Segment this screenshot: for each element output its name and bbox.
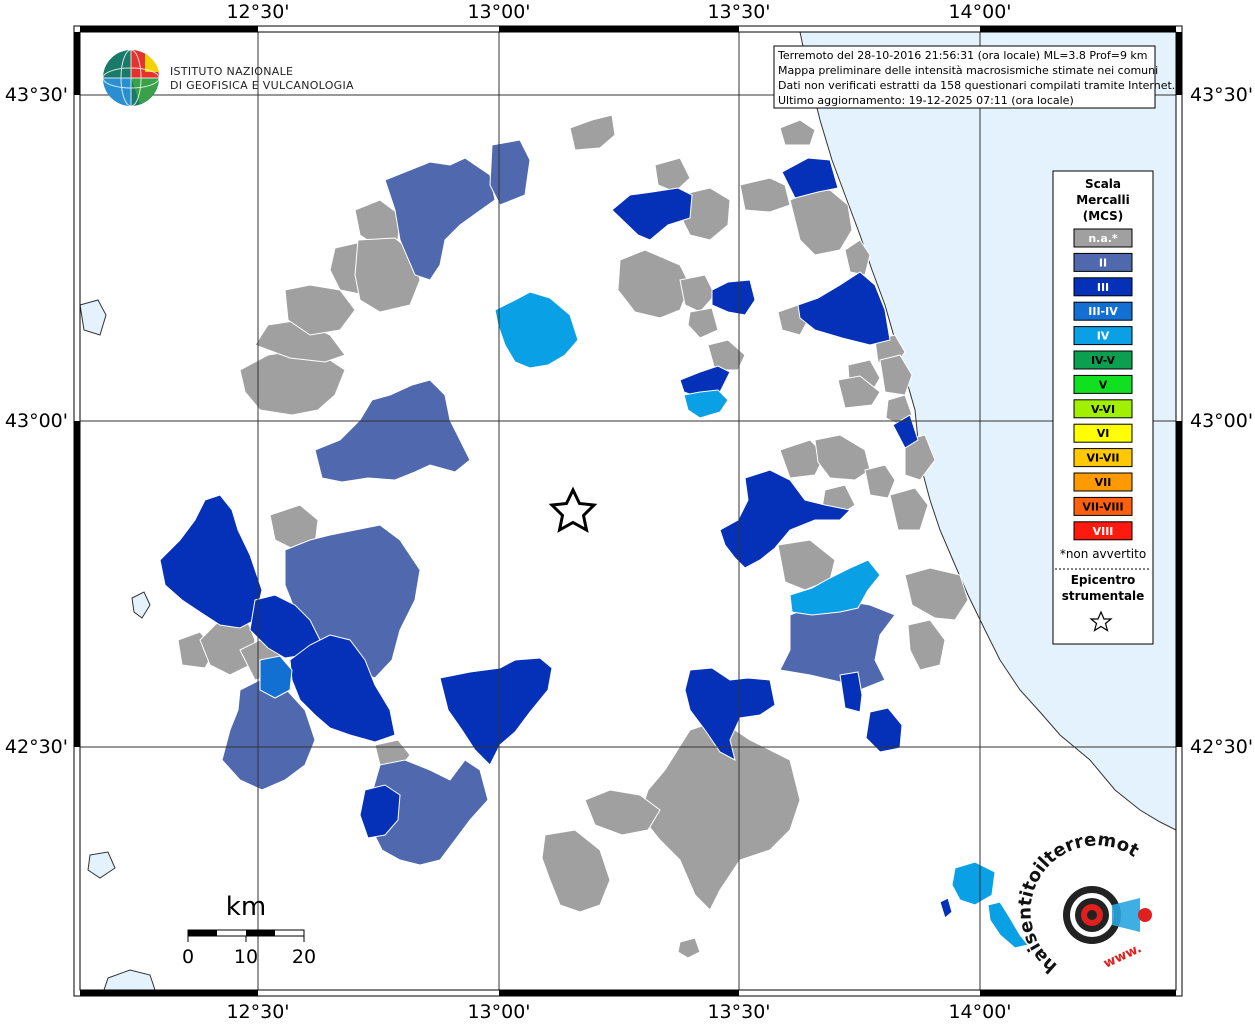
municipalities-IV: [494, 291, 1029, 949]
scale-tick: 20: [292, 946, 316, 968]
legend-swatch-label: VI: [1097, 427, 1110, 440]
legend: Scala Mercalli (MCS) n.a.*IIIIIIII-IVIVI…: [1052, 170, 1154, 645]
legend-swatch: [1073, 350, 1133, 370]
info-box: Terremoto del 28-10-2016 21:56:31 (ora l…: [773, 45, 1175, 109]
question-icon: [1138, 908, 1152, 922]
legend-swatch: [1073, 399, 1133, 419]
bottom-label: 12°30': [226, 1001, 289, 1023]
axis-labels: 12°30' 13°00' 13°30' 14°00' 12°30' 13°00…: [5, 1, 1253, 1023]
lake: [131, 591, 151, 619]
scale-tick: 10: [234, 946, 258, 968]
lake: [87, 851, 116, 879]
left-label: 43°30': [5, 84, 68, 106]
bottom-label: 13°30': [707, 1001, 770, 1023]
epicenter-star-icon: [548, 486, 598, 533]
info-line3: Dati non verificati estratti da 158 ques…: [778, 79, 1175, 92]
legend-title-2: Mercalli: [1076, 193, 1130, 207]
map-frame: [73, 25, 1183, 997]
scale-unit: km: [226, 892, 266, 922]
right-label: 43°30': [1190, 84, 1253, 106]
legend-title-1: Scala: [1085, 177, 1121, 191]
legend-swatch-label: n.a.*: [1088, 232, 1118, 245]
legend-swatch: [1073, 448, 1133, 468]
top-label: 13°00': [467, 1, 530, 23]
legend-swatch-label: III-IV: [1088, 305, 1118, 318]
legend-swatch: [1073, 301, 1133, 321]
top-label: 13°30': [707, 1, 770, 23]
legend-swatch: [1073, 252, 1133, 272]
info-line1: Terremoto del 28-10-2016 21:56:31 (ora l…: [777, 49, 1148, 62]
lake: [79, 299, 107, 336]
legend-swatch-label: V: [1099, 378, 1108, 391]
legend-epicenter-2: strumentale: [1062, 589, 1145, 603]
bottom-label: 14°00': [948, 1001, 1011, 1023]
institute-line1: ISTITUTO NAZIONALE: [170, 65, 293, 78]
top-label: 14°00': [948, 1, 1011, 23]
legend-swatch-label: VII-VIII: [1082, 500, 1123, 513]
legend-swatch: [1073, 496, 1133, 516]
institute-line2: DI GEOFISICA E VULCANOLOGIA: [170, 79, 354, 92]
star-icon: [1089, 610, 1113, 632]
legend-swatch: [1073, 326, 1133, 346]
legend-swatch-label: V-VI: [1091, 403, 1115, 416]
bottom-label: 13°00': [467, 1001, 530, 1023]
legend-swatch: [1073, 423, 1133, 443]
legend-swatch: [1073, 277, 1133, 297]
legend-swatch: [1073, 472, 1133, 492]
legend-swatch: [1073, 228, 1133, 248]
right-label: 43°00': [1190, 410, 1253, 432]
right-label: 42°30': [1190, 736, 1253, 758]
legend-swatch-label: IV-V: [1091, 354, 1116, 367]
legend-swatch-label: VI-VII: [1086, 452, 1119, 465]
legend-epicenter-1: Epicentro: [1071, 573, 1136, 587]
info-line4: Ultimo aggiornamento: 19-12-2025 07:11 (…: [778, 94, 1074, 107]
left-label: 43°00': [5, 410, 68, 432]
scale-tick: 0: [182, 946, 194, 968]
legend-swatch-label: II: [1099, 256, 1107, 269]
info-line2: Mappa preliminare delle intensità macros…: [778, 64, 1158, 77]
legend-swatch-label: VIII: [1093, 525, 1114, 538]
ingv-logo: ISTITUTO NAZIONALE DI GEOFISICA E VULCAN…: [102, 49, 354, 107]
top-label: 12°30': [226, 1, 289, 23]
legend-swatch-label: VII: [1095, 476, 1112, 489]
municipalities-III-IV: [259, 655, 293, 699]
legend-items: n.a.*IIIIIIII-IVIVIV-VVV-VIVIVI-VIIVIIVI…: [1073, 228, 1133, 541]
legend-swatch: [1073, 374, 1133, 394]
left-label: 42°30': [5, 736, 68, 758]
legend-swatch-label: III: [1097, 281, 1109, 294]
megaphone-icon: [1112, 898, 1140, 932]
legend-swatch-label: IV: [1097, 330, 1110, 343]
municipalities-na: [177, 114, 969, 959]
municipalities-III: [159, 157, 953, 919]
scale-bar: km 0 10 20: [182, 892, 316, 968]
legend-note: *non avvertito: [1060, 547, 1146, 561]
legend-title-3: (MCS): [1083, 209, 1124, 223]
lake: [103, 969, 156, 991]
legend-swatch: [1073, 521, 1133, 541]
graticule: [80, 32, 1176, 990]
